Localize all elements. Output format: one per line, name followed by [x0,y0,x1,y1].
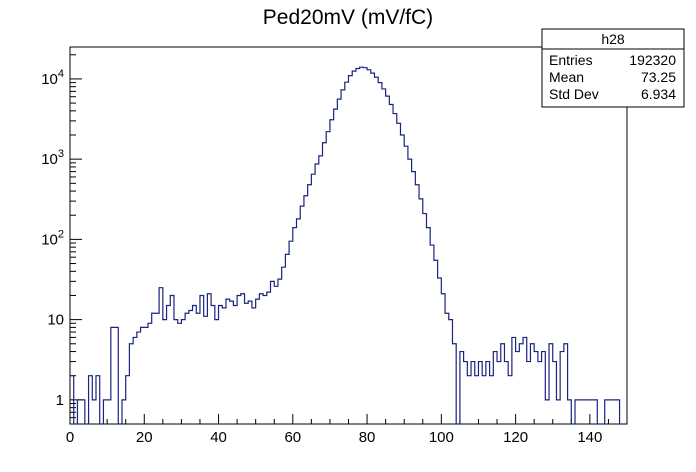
y-tick-label: 102 [41,228,64,248]
y-tick-label: 1 [56,392,64,409]
x-tick-label: 120 [503,429,528,446]
stats-mean-label: Mean [549,69,584,85]
x-tick-label: 140 [577,429,602,446]
x-tick-label: 40 [210,429,227,446]
x-tick-label: 60 [284,429,301,446]
x-tick-label: 0 [66,429,74,446]
stats-box: h28 Entries 192320 Mean 73.25 Std Dev 6.… [541,28,685,108]
y-tick-label: 103 [41,148,64,168]
x-axis: 0 20 40 60 80 100 120 140 [66,414,628,446]
stats-stddev-label: Std Dev [549,86,599,102]
histogram-line [70,66,627,425]
x-tick-label: 100 [429,429,454,446]
y-tick-label: 104 [41,68,64,88]
y-tick-label: 10 [47,312,64,329]
y-axis: 1 10 102 103 104 [41,54,82,425]
chart-title: Ped20mV (mV/fC) [263,6,433,29]
stats-box-title: h28 [601,31,625,47]
stats-entries-value: 192320 [629,52,676,68]
stats-mean-value: 73.25 [641,69,676,85]
stats-entries-label: Entries [549,52,593,68]
x-tick-label: 80 [359,429,376,446]
stats-stddev-value: 6.934 [641,86,676,102]
x-tick-label: 20 [136,429,153,446]
